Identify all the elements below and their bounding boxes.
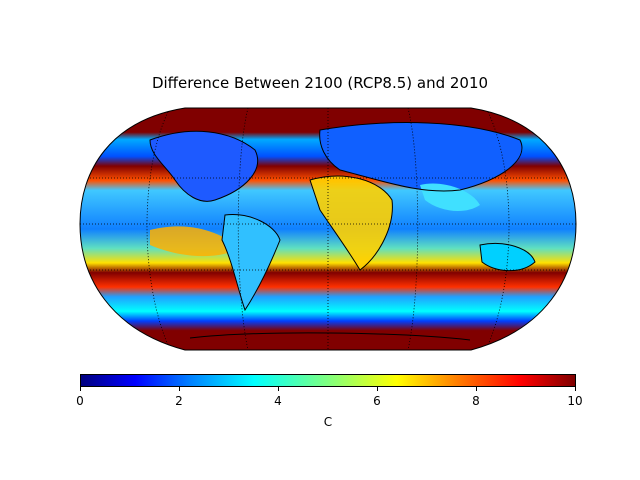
colorbar-tick: [377, 387, 378, 391]
globe-outline: [79, 107, 577, 351]
colorbar-tick: [80, 387, 81, 391]
colorbar-tick-label: 6: [373, 394, 381, 408]
north-america-region: [150, 131, 258, 202]
colorbar-tick-label: 4: [274, 394, 282, 408]
colorbar: [80, 374, 576, 387]
colorbar-tick-label: 0: [76, 394, 84, 408]
colorbar-tick: [278, 387, 279, 391]
temperature-field: [80, 108, 576, 350]
pacific-warm-patch: [150, 226, 240, 257]
coastlines: [149, 122, 536, 341]
graticule: [80, 108, 576, 350]
colorbar-units-label: C: [323, 415, 333, 429]
colorbar-tick-label: 8: [472, 394, 480, 408]
africa-region: [310, 176, 393, 270]
colorbar-tick-label: 10: [567, 394, 583, 408]
map-title: Difference Between 2100 (RCP8.5) and 201…: [151, 74, 489, 92]
eurasia-region: [319, 122, 522, 191]
colorbar-tick: [179, 387, 180, 391]
colorbar-tick: [476, 387, 477, 391]
colorbar-tick-label: 2: [175, 394, 183, 408]
south-america-region: [222, 214, 280, 310]
colorbar-tick: [575, 387, 576, 391]
